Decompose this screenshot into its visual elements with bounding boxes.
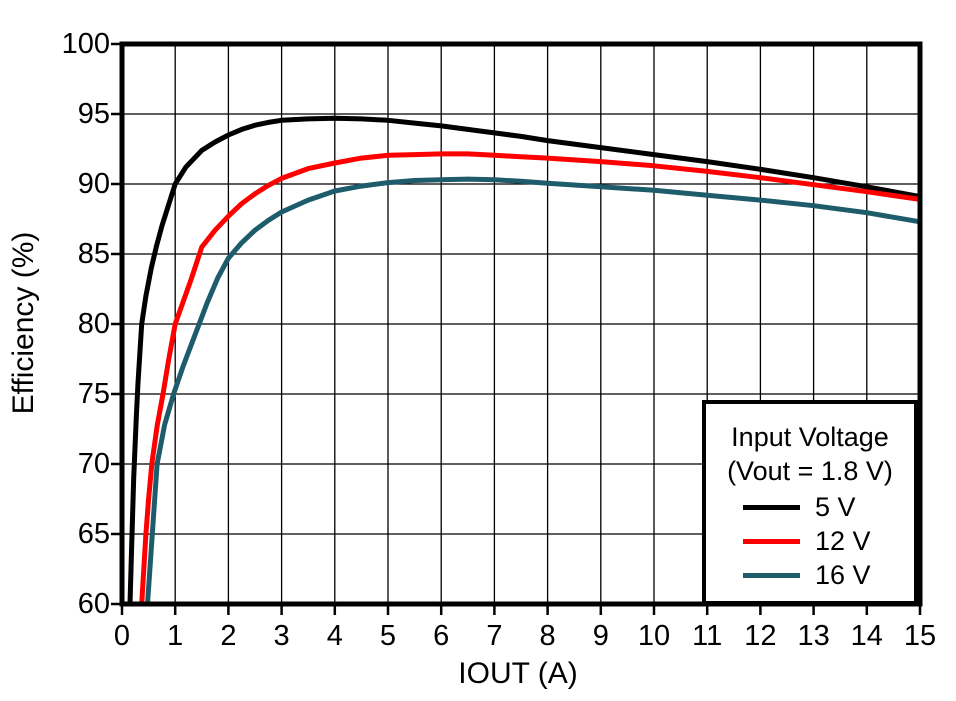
legend-line-sample [743, 504, 800, 510]
x-tick-label: 10 [637, 620, 671, 652]
x-tick-label: 8 [539, 620, 556, 652]
x-tick-label: 13 [797, 620, 830, 652]
x-tick-label: 14 [850, 620, 883, 652]
y-tick-label: 90 [77, 168, 110, 200]
y-tick-label: 70 [77, 448, 110, 480]
x-tick-label: 2 [220, 620, 237, 652]
legend-line-sample [743, 538, 800, 544]
legend-entry-label: 16 V [815, 560, 871, 590]
x-tick-label: 5 [379, 620, 397, 652]
legend-title-line1: Input Voltage [731, 422, 889, 452]
series-line-16-v [145, 176, 921, 605]
y-tick-label: 95 [77, 98, 110, 130]
x-tick-label: 4 [326, 620, 343, 652]
x-tick-label: 1 [167, 620, 184, 652]
x-axis-title: IOUT (A) [458, 657, 578, 690]
x-tick-label: 7 [486, 620, 503, 652]
x-tick-label: 15 [903, 620, 937, 652]
series-line-5-v [127, 115, 921, 605]
legend-line-sample [743, 572, 800, 578]
legend-entry: 12 V [706, 524, 914, 558]
y-tick-label: 85 [77, 238, 110, 270]
legend-entries: 5 V 12 V 16 V [706, 490, 914, 592]
y-tick-label: 65 [77, 518, 110, 550]
y-tick-label: 75 [77, 378, 110, 410]
tick-marks [111, 42, 922, 615]
plot-frame [119, 41, 923, 607]
x-tick-label: 11 [692, 620, 723, 652]
x-tick-label: 12 [744, 620, 777, 652]
legend-title-line2: (Vout = 1.8 V) [727, 456, 893, 486]
legend-entry: 16 V [706, 558, 914, 592]
x-tick-label: 6 [433, 620, 450, 652]
y-tick-label: 80 [77, 308, 110, 340]
legend-entry: 5 V [706, 490, 914, 524]
y-axis-title: Efficiency (%) [7, 231, 40, 415]
series-line-12-v [139, 151, 921, 605]
legend-entry-label: 12 V [815, 526, 871, 556]
x-tick-label: 3 [273, 620, 290, 652]
y-tick-label: 60 [77, 588, 110, 620]
legend: Input Voltage (Vout = 1.8 V) 5 V 12 V 16 V [702, 400, 918, 605]
x-tick-label: 0 [113, 620, 131, 652]
legend-entry-label: 5 V [815, 492, 856, 522]
x-tick-label: 9 [592, 620, 609, 652]
y-tick-label: 100 [61, 28, 110, 60]
